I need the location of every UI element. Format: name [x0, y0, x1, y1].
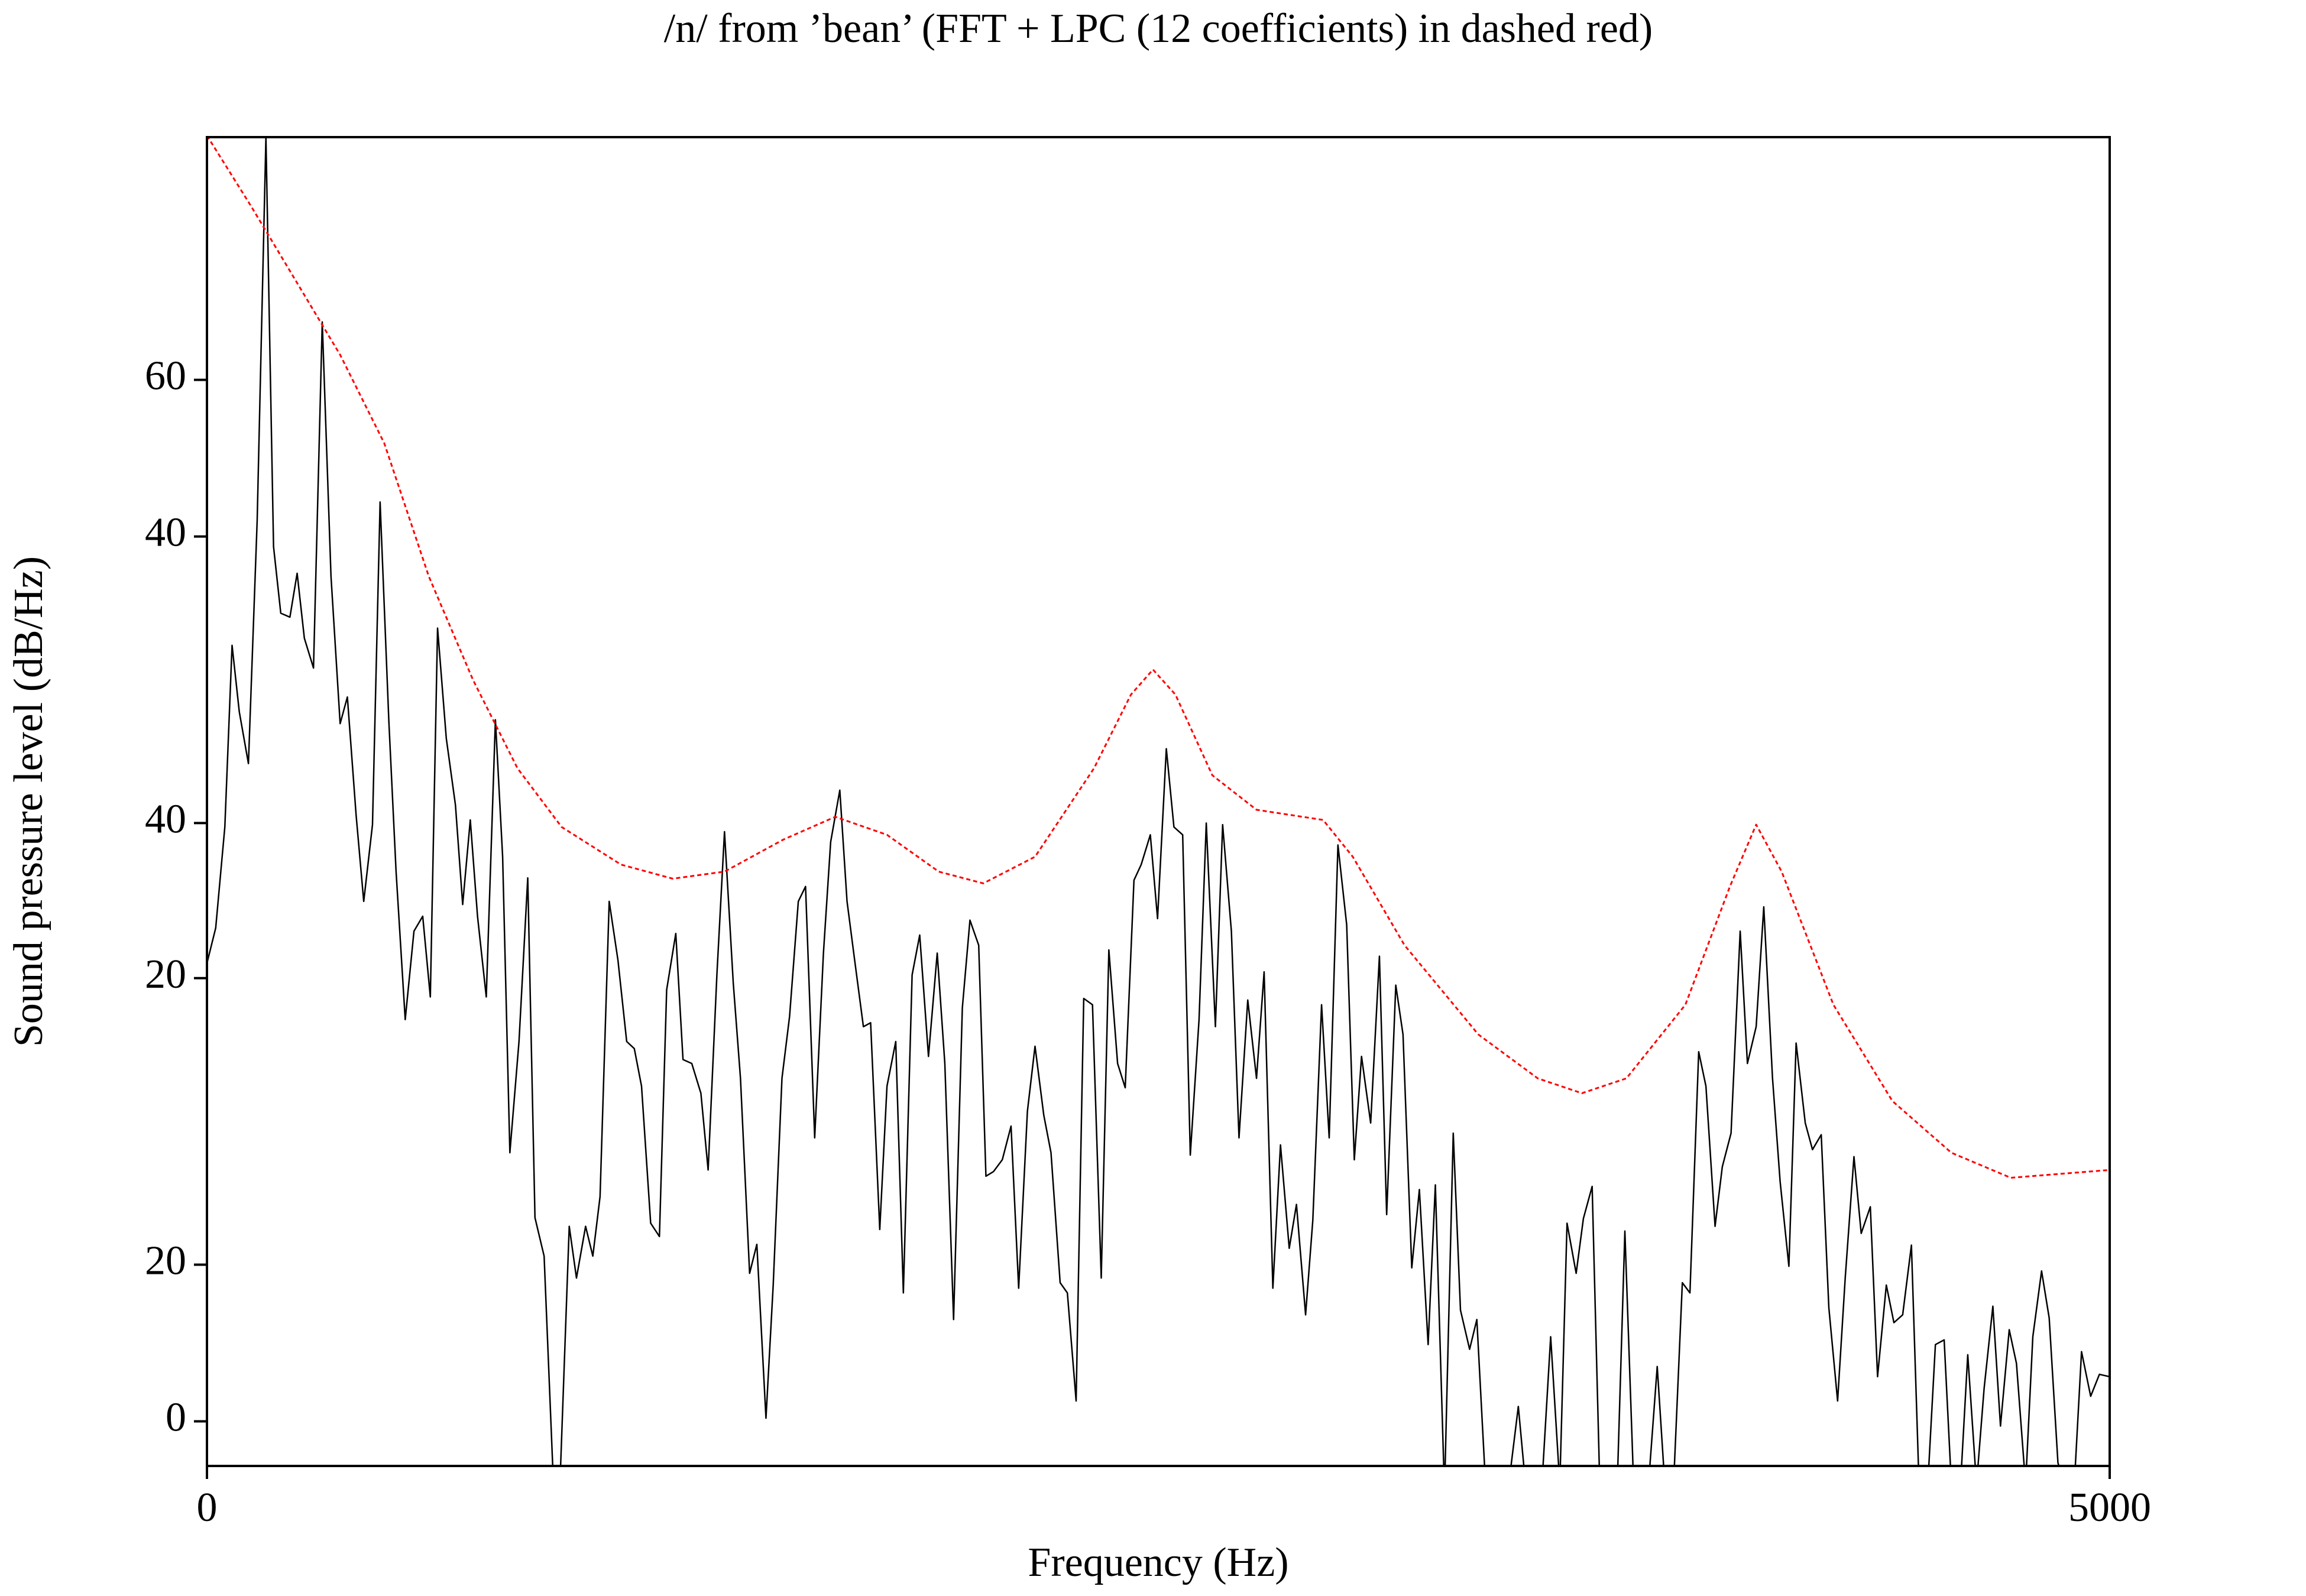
x-axis-label: Frequency (Hz) [1028, 1540, 1288, 1585]
x-tick-label: 0 [197, 1485, 218, 1530]
plot-area [207, 137, 2110, 1466]
y-tick-label: 0 [166, 1395, 186, 1441]
y-tick-label: 20 [145, 1238, 186, 1284]
chart-title: /n/ from ’bean’ (FFT + LPC (12 coefficie… [664, 6, 1653, 51]
y-tick-label: 20 [145, 952, 186, 997]
y-axis-label: Sound pressure level (dB/Hz) [6, 556, 51, 1047]
x-tick-label: 5000 [2068, 1485, 2151, 1530]
y-tick-label: 40 [145, 796, 186, 842]
plot-frame [206, 136, 2111, 1467]
series-line [207, 137, 2110, 1179]
series-line [207, 137, 2110, 1466]
y-tick-label: 40 [145, 510, 186, 556]
y-tick-label: 60 [145, 353, 186, 399]
